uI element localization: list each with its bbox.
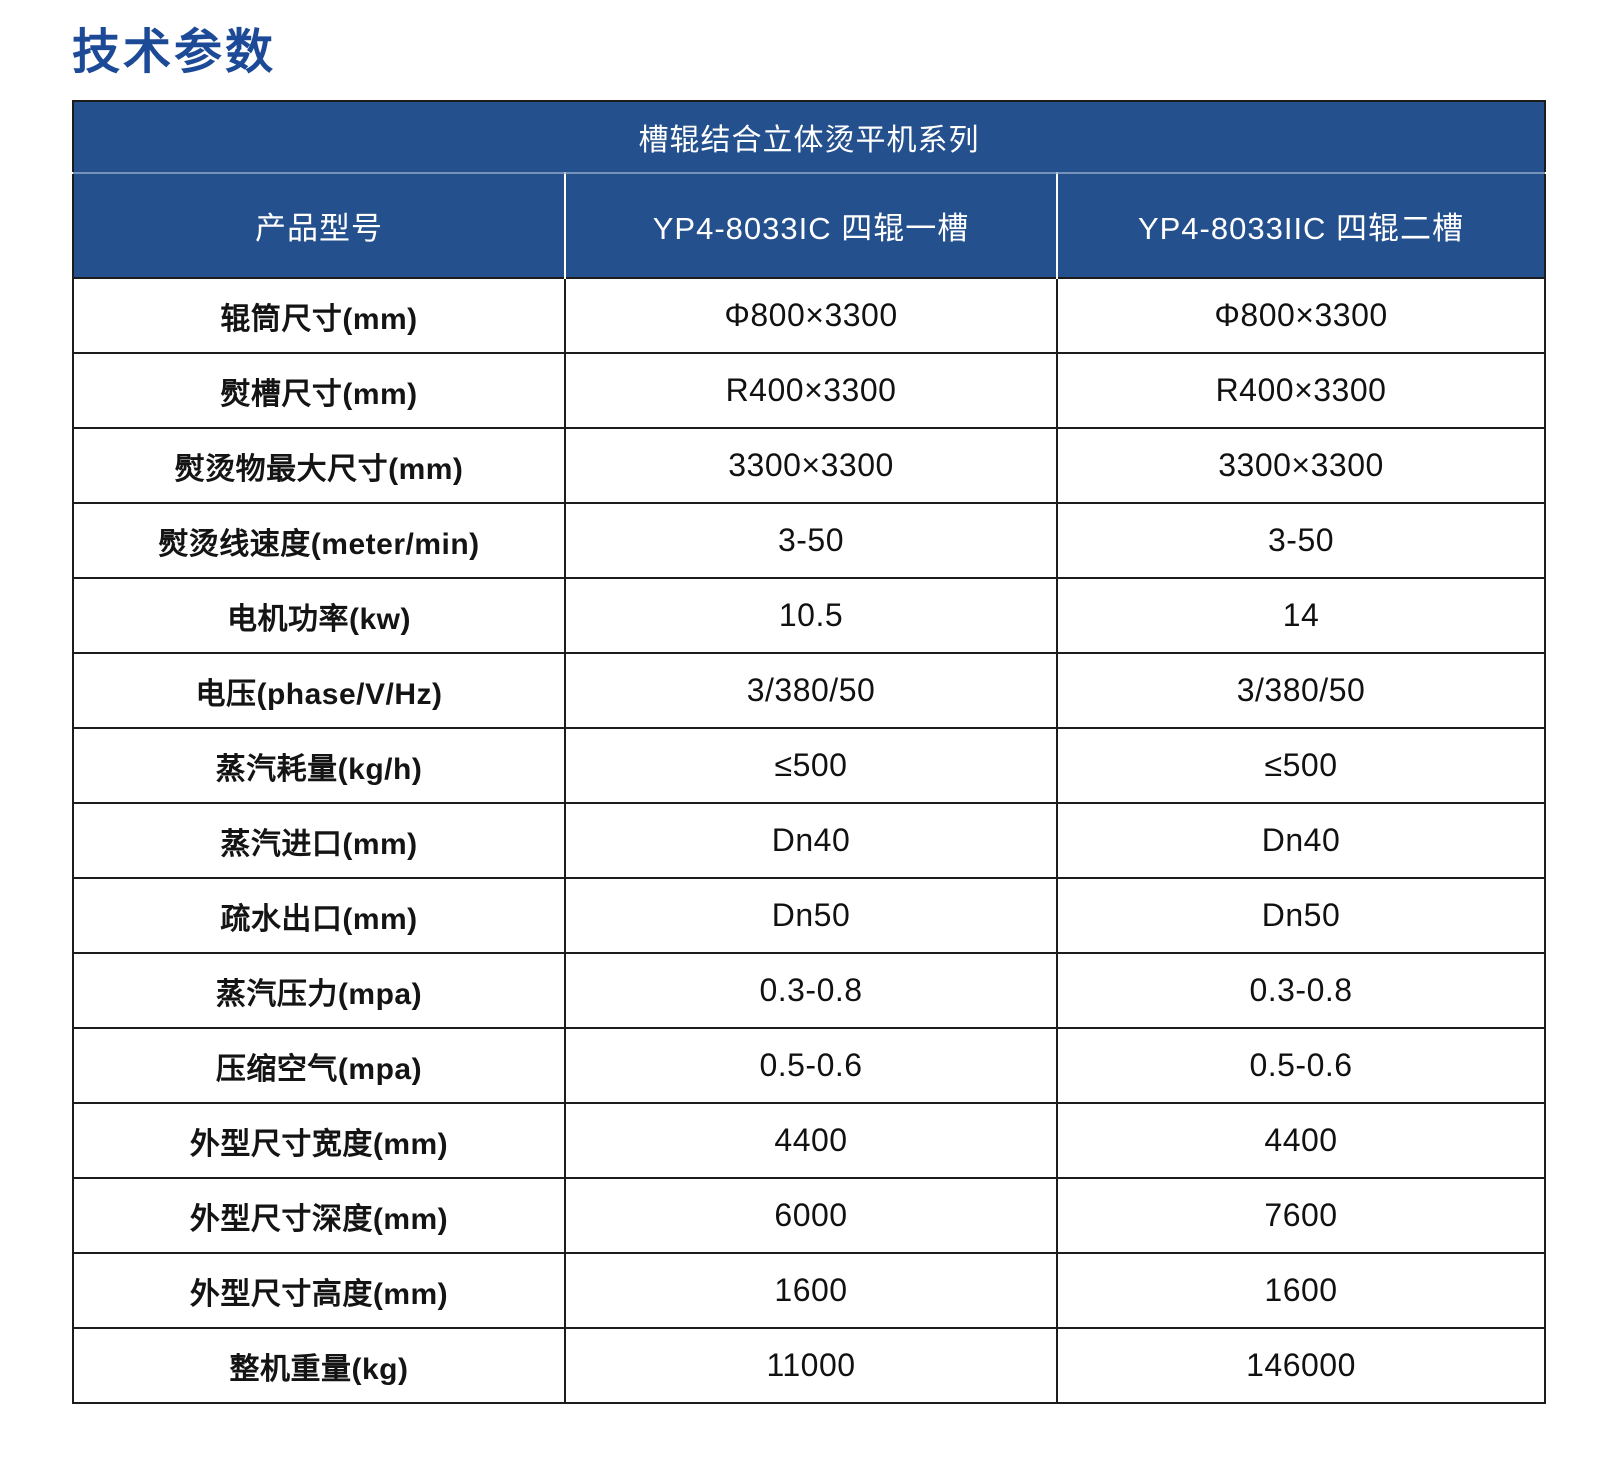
table-row: 外型尺寸宽度(mm) 4400 4400 — [72, 1102, 1547, 1179]
spec-table-header: 槽辊结合立体烫平机系列 产品型号 YP4-8033IC 四辊一槽 YP4-803… — [73, 101, 1546, 278]
row-label: 熨烫线速度(meter/min) — [72, 502, 566, 579]
spec-table-body: 辊筒尺寸(mm) Φ800×3300 Φ800×3300 熨槽尺寸(mm) R4… — [72, 277, 1547, 1404]
row-label: 蒸汽耗量(kg/h) — [72, 727, 566, 804]
row-value: Dn40 — [564, 802, 1058, 879]
row-value: 11000 — [564, 1327, 1058, 1404]
table-row: 外型尺寸深度(mm) 6000 7600 — [72, 1177, 1547, 1254]
row-label: 熨槽尺寸(mm) — [72, 352, 566, 429]
table-row: 辊筒尺寸(mm) Φ800×3300 Φ800×3300 — [72, 277, 1547, 354]
page-title: 技术参数 — [72, 26, 277, 79]
row-value: 0.5-0.6 — [564, 1027, 1058, 1104]
row-label: 熨烫物最大尺寸(mm) — [72, 427, 566, 504]
row-value: 0.3-0.8 — [1055, 952, 1547, 1029]
row-label: 电压(phase/V/Hz) — [72, 652, 566, 729]
row-label: 疏水出口(mm) — [72, 877, 566, 954]
row-label: 辊筒尺寸(mm) — [72, 277, 566, 354]
table-row: 蒸汽耗量(kg/h) ≤500 ≤500 — [72, 727, 1547, 804]
table-row: 蒸汽进口(mm) Dn40 Dn40 — [72, 802, 1547, 879]
spec-page: 技术参数 槽辊结合立体烫平机系列 产品型号 YP4-8033IC 四辊一槽 YP… — [72, 26, 1547, 1404]
table-row: 蒸汽压力(mpa) 0.3-0.8 0.3-0.8 — [72, 952, 1547, 1029]
table-row: 压缩空气(mpa) 0.5-0.6 0.5-0.6 — [72, 1027, 1547, 1104]
row-value: 3300×3300 — [1055, 427, 1547, 504]
row-value: Dn40 — [1055, 802, 1547, 879]
row-value: 0.5-0.6 — [1055, 1027, 1547, 1104]
table-row: 熨烫物最大尺寸(mm) 3300×3300 3300×3300 — [72, 427, 1547, 504]
row-value: 6000 — [564, 1177, 1058, 1254]
table-row: 疏水出口(mm) Dn50 Dn50 — [72, 877, 1547, 954]
row-value: 146000 — [1055, 1327, 1547, 1404]
row-value: Φ800×3300 — [1055, 277, 1547, 354]
row-value: ≤500 — [1055, 727, 1547, 804]
row-value: 1600 — [564, 1252, 1058, 1329]
row-value: 7600 — [1055, 1177, 1547, 1254]
series-banner-row: 槽辊结合立体烫平机系列 — [73, 101, 1546, 174]
row-value: 14 — [1055, 577, 1547, 654]
row-value: 3-50 — [564, 502, 1058, 579]
row-value: 3-50 — [1055, 502, 1547, 579]
table-row: 整机重量(kg) 11000 146000 — [72, 1327, 1547, 1404]
row-value: R400×3300 — [564, 352, 1058, 429]
row-value: 3/380/50 — [1055, 652, 1547, 729]
row-label: 整机重量(kg) — [72, 1327, 566, 1404]
row-value: 1600 — [1055, 1252, 1547, 1329]
row-label: 压缩空气(mpa) — [72, 1027, 566, 1104]
row-value: Φ800×3300 — [564, 277, 1058, 354]
row-label: 外型尺寸深度(mm) — [72, 1177, 566, 1254]
table-row: 熨槽尺寸(mm) R400×3300 R400×3300 — [72, 352, 1547, 429]
row-label: 电机功率(kw) — [72, 577, 566, 654]
row-label: 外型尺寸高度(mm) — [72, 1252, 566, 1329]
row-value: Dn50 — [1055, 877, 1547, 954]
row-label: 外型尺寸宽度(mm) — [72, 1102, 566, 1179]
row-value: 4400 — [564, 1102, 1058, 1179]
row-value: ≤500 — [564, 727, 1058, 804]
column-header-model-2: YP4-8033IIC 四辊二槽 — [1055, 173, 1546, 278]
row-label: 蒸汽压力(mpa) — [72, 952, 566, 1029]
row-value: 4400 — [1055, 1102, 1547, 1179]
row-value: 0.3-0.8 — [564, 952, 1058, 1029]
column-header-model-1: YP4-8033IC 四辊一槽 — [564, 173, 1057, 278]
column-header-product-model: 产品型号 — [73, 173, 565, 278]
table-row: 外型尺寸高度(mm) 1600 1600 — [72, 1252, 1547, 1329]
series-title: 槽辊结合立体烫平机系列 — [73, 101, 1546, 174]
row-value: 3300×3300 — [564, 427, 1058, 504]
spec-table: 槽辊结合立体烫平机系列 产品型号 YP4-8033IC 四辊一槽 YP4-803… — [72, 100, 1547, 1404]
table-row: 熨烫线速度(meter/min) 3-50 3-50 — [72, 502, 1547, 579]
row-value: R400×3300 — [1055, 352, 1547, 429]
row-label: 蒸汽进口(mm) — [72, 802, 566, 879]
table-row: 电压(phase/V/Hz) 3/380/50 3/380/50 — [72, 652, 1547, 729]
table-row: 电机功率(kw) 10.5 14 — [72, 577, 1547, 654]
row-value: 10.5 — [564, 577, 1058, 654]
row-value: Dn50 — [564, 877, 1058, 954]
row-value: 3/380/50 — [564, 652, 1058, 729]
column-header-row: 产品型号 YP4-8033IC 四辊一槽 YP4-8033IIC 四辊二槽 — [73, 173, 1546, 278]
